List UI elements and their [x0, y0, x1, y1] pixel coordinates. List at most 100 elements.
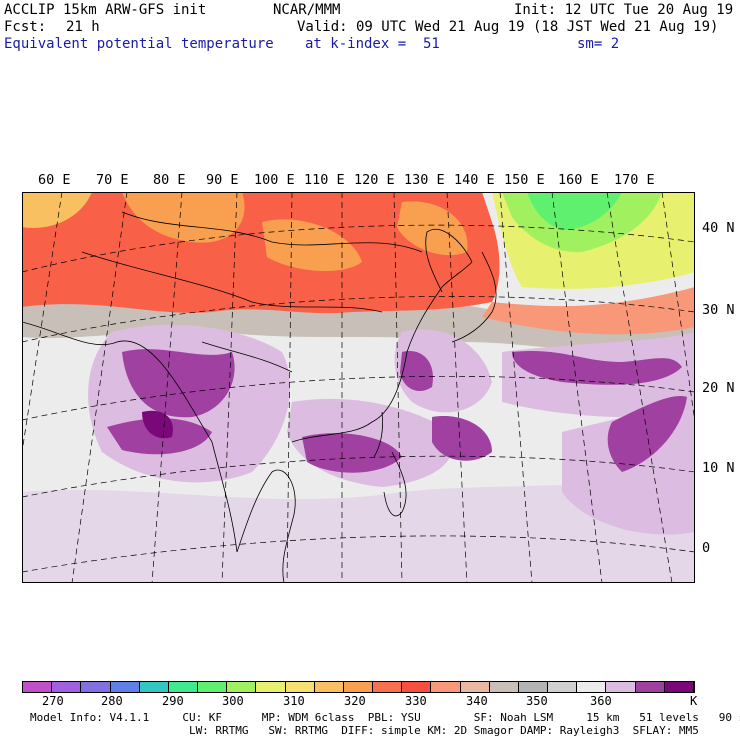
field-lilac-area: [394, 329, 492, 413]
forecast-label: Fcst:: [4, 19, 47, 35]
organization-label: NCAR/MMM: [273, 2, 341, 18]
lon-label: 120 E: [354, 172, 395, 188]
init-time: Init: 12 UTC Tue 20 Aug 19: [514, 2, 734, 18]
colorbar-swatch: [606, 682, 636, 692]
field-low-lilac: [22, 472, 695, 583]
taiwan-coast: [373, 411, 383, 458]
colorbar-swatch: [81, 682, 111, 692]
colorbar-swatch: [198, 682, 228, 692]
latitude-line: [22, 296, 695, 343]
field-purple-core: [400, 351, 433, 392]
colorbar: [22, 681, 695, 693]
colorbar-swatch: [577, 682, 607, 692]
field-pink-band: [482, 287, 695, 335]
field-gray-band: [22, 299, 695, 355]
colorbar-swatch: [23, 682, 53, 692]
colorbar-tick: 290: [162, 694, 184, 708]
field-deep-purple: [142, 410, 173, 439]
colorbar-swatch: [518, 682, 549, 692]
lon-label: 70 E: [96, 172, 129, 188]
latitude-line: [22, 375, 695, 421]
colorbar-swatch: [343, 682, 374, 692]
longitude-line: [22, 192, 63, 453]
colorbar-swatch: [256, 682, 286, 692]
theta-e-map: [22, 192, 695, 583]
map-frame: [22, 192, 695, 583]
lat-label: 40 N: [702, 220, 735, 236]
field-purple-core: [432, 416, 492, 461]
colorbar-swatch: [460, 682, 490, 692]
longitude-line: [393, 192, 403, 583]
colorbar-swatch: [52, 682, 82, 692]
colorbar-tick: 340: [466, 694, 488, 708]
colorbar-swatch: [227, 682, 257, 692]
colorbar-tick: 350: [526, 694, 548, 708]
lat-label: 0: [702, 540, 711, 556]
colorbar-swatch: [110, 682, 140, 692]
lon-label: 60 E: [38, 172, 71, 188]
longitude-line: [151, 192, 183, 583]
colorbar-swatch: [635, 682, 665, 692]
colorbar-swatch: [431, 682, 461, 692]
longitude-line: [221, 192, 238, 583]
longitude-line: [606, 192, 673, 583]
colorbar-swatch: [168, 682, 199, 692]
longitude-line: [446, 192, 468, 583]
field-warm-band: [22, 192, 500, 314]
colorbar-tick: 310: [283, 694, 305, 708]
colorbar-swatch: [373, 682, 403, 692]
border: [81, 251, 383, 313]
colorbar-swatch: [285, 682, 315, 692]
lon-label: 150 E: [504, 172, 545, 188]
forecast-hour: 21 h: [66, 19, 100, 35]
philippines-coast: [383, 451, 407, 517]
lon-label: 170 E: [614, 172, 655, 188]
lon-label: 140 E: [454, 172, 495, 188]
latitude-line: [22, 455, 695, 498]
lon-label: 160 E: [558, 172, 599, 188]
field-orange-patch: [122, 192, 245, 243]
field-name: Equivalent potential temperature: [4, 36, 274, 52]
field-green-core: [527, 192, 622, 230]
border: [201, 341, 293, 373]
field-orange-patch: [22, 192, 92, 228]
colorbar-swatch: [402, 682, 432, 692]
colorbar-tick: 280: [101, 694, 123, 708]
coastline: [425, 229, 473, 293]
colorbar-swatch: [314, 682, 344, 692]
colorbar-unit: K: [690, 694, 698, 708]
colorbar-tick: 360: [590, 694, 612, 708]
longitude-line: [551, 192, 603, 583]
lon-label: 100 E: [254, 172, 295, 188]
colorbar-swatch: [489, 682, 519, 692]
lat-label: 10 N: [702, 460, 735, 476]
model-info-line1: Model Info: V4.1.1 CU: KF MP: WDM 6class…: [30, 711, 740, 724]
lon-label: 90 E: [206, 172, 239, 188]
lon-label: 110 E: [304, 172, 345, 188]
longitude-line: [71, 192, 128, 583]
lon-label: 130 E: [404, 172, 445, 188]
level-label: at k-index = 51: [305, 36, 440, 52]
field-purple-core: [302, 433, 402, 473]
model-title: ACCLIP 15km ARW-GFS init: [4, 2, 207, 18]
colorbar-tick: 270: [42, 694, 64, 708]
japan-coast: [451, 251, 497, 343]
smoothing-label: sm= 2: [577, 36, 620, 52]
valid-time: Valid: 09 UTC Wed 21 Aug 19 (18 JST Wed …: [297, 19, 719, 35]
coastline: [291, 261, 473, 443]
colorbar-swatch: [139, 682, 169, 692]
field-purple-core: [512, 350, 682, 385]
colorbar-swatch: [664, 682, 694, 692]
colorbar-swatch: [548, 682, 578, 692]
border: [121, 211, 423, 253]
colorbar-tick: 300: [222, 694, 244, 708]
colorbar-tick: 320: [344, 694, 366, 708]
longitude-line: [661, 192, 695, 423]
field-purple-core: [122, 349, 235, 418]
longitude-line: [286, 192, 293, 583]
colorbar-tick: 330: [405, 694, 427, 708]
longitude-line: [499, 192, 533, 583]
field-orange-patch: [397, 201, 468, 256]
model-info-line2: LW: RRTMG SW: RRTMG DIFF: simple KM: 2D …: [30, 724, 699, 737]
lon-label: 80 E: [153, 172, 186, 188]
